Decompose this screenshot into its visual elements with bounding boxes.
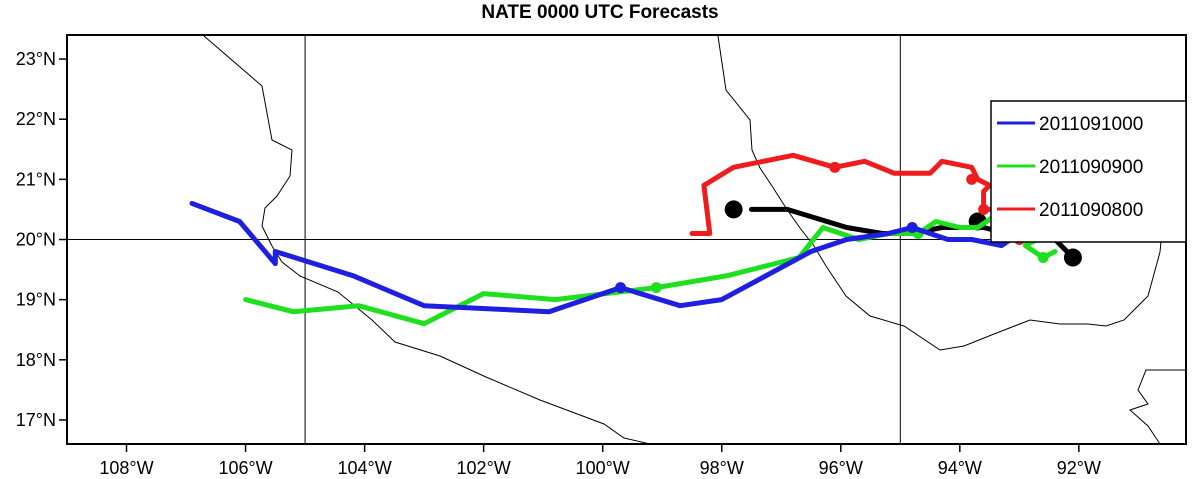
y-tick-label: 21°N: [16, 169, 56, 189]
x-tick-label: 102°W: [457, 458, 511, 478]
x-tick-label: 100°W: [576, 458, 630, 478]
coastline-gulf: [717, 35, 1187, 351]
map-coastlines: [203, 35, 1187, 445]
x-tick-label: 98°W: [700, 458, 744, 478]
coastline-cuba: [1129, 369, 1186, 445]
series-marker: [829, 161, 841, 173]
y-tick-label: 20°N: [16, 230, 56, 250]
series-marker: [906, 221, 918, 233]
x-tick-label: 104°W: [337, 458, 391, 478]
x-tick-label: 96°W: [819, 458, 863, 478]
y-tick-label: 23°N: [16, 49, 56, 69]
chart-title: NATE 0000 UTC Forecasts: [481, 2, 719, 23]
x-tick-label: 108°W: [99, 458, 153, 478]
x-tick-label: 92°W: [1057, 458, 1101, 478]
y-tick-label: 18°N: [16, 350, 56, 370]
legend: 2011091000 2011090900 2011090800: [990, 100, 1187, 243]
legend-label: 2011090800: [1039, 200, 1143, 221]
series-marker: [978, 203, 990, 215]
coastline-baja: [203, 35, 293, 247]
series-marker: [966, 173, 978, 185]
axis-ticks: 108°W 106°W 104°W 102°W 100°W 98°W 96°W 94°W 92°…: [16, 49, 1101, 478]
series-marker: [650, 282, 662, 294]
legend-label: 2011091000: [1039, 114, 1143, 135]
series-line: [189, 200, 1028, 315]
y-tick-label: 17°N: [16, 410, 56, 430]
y-tick-label: 22°N: [16, 109, 56, 129]
y-tick-label: 19°N: [16, 290, 56, 310]
series-marker: [1037, 252, 1049, 264]
coastline-mexico-pacific: [271, 245, 651, 445]
x-tick-label: 106°W: [218, 458, 272, 478]
legend-label: 2011090900: [1039, 157, 1143, 178]
series-marker: [724, 200, 743, 219]
series-marker: [615, 282, 627, 294]
series-marker: [1063, 248, 1082, 267]
x-tick-label: 94°W: [938, 458, 982, 478]
series-line: [243, 206, 1058, 327]
